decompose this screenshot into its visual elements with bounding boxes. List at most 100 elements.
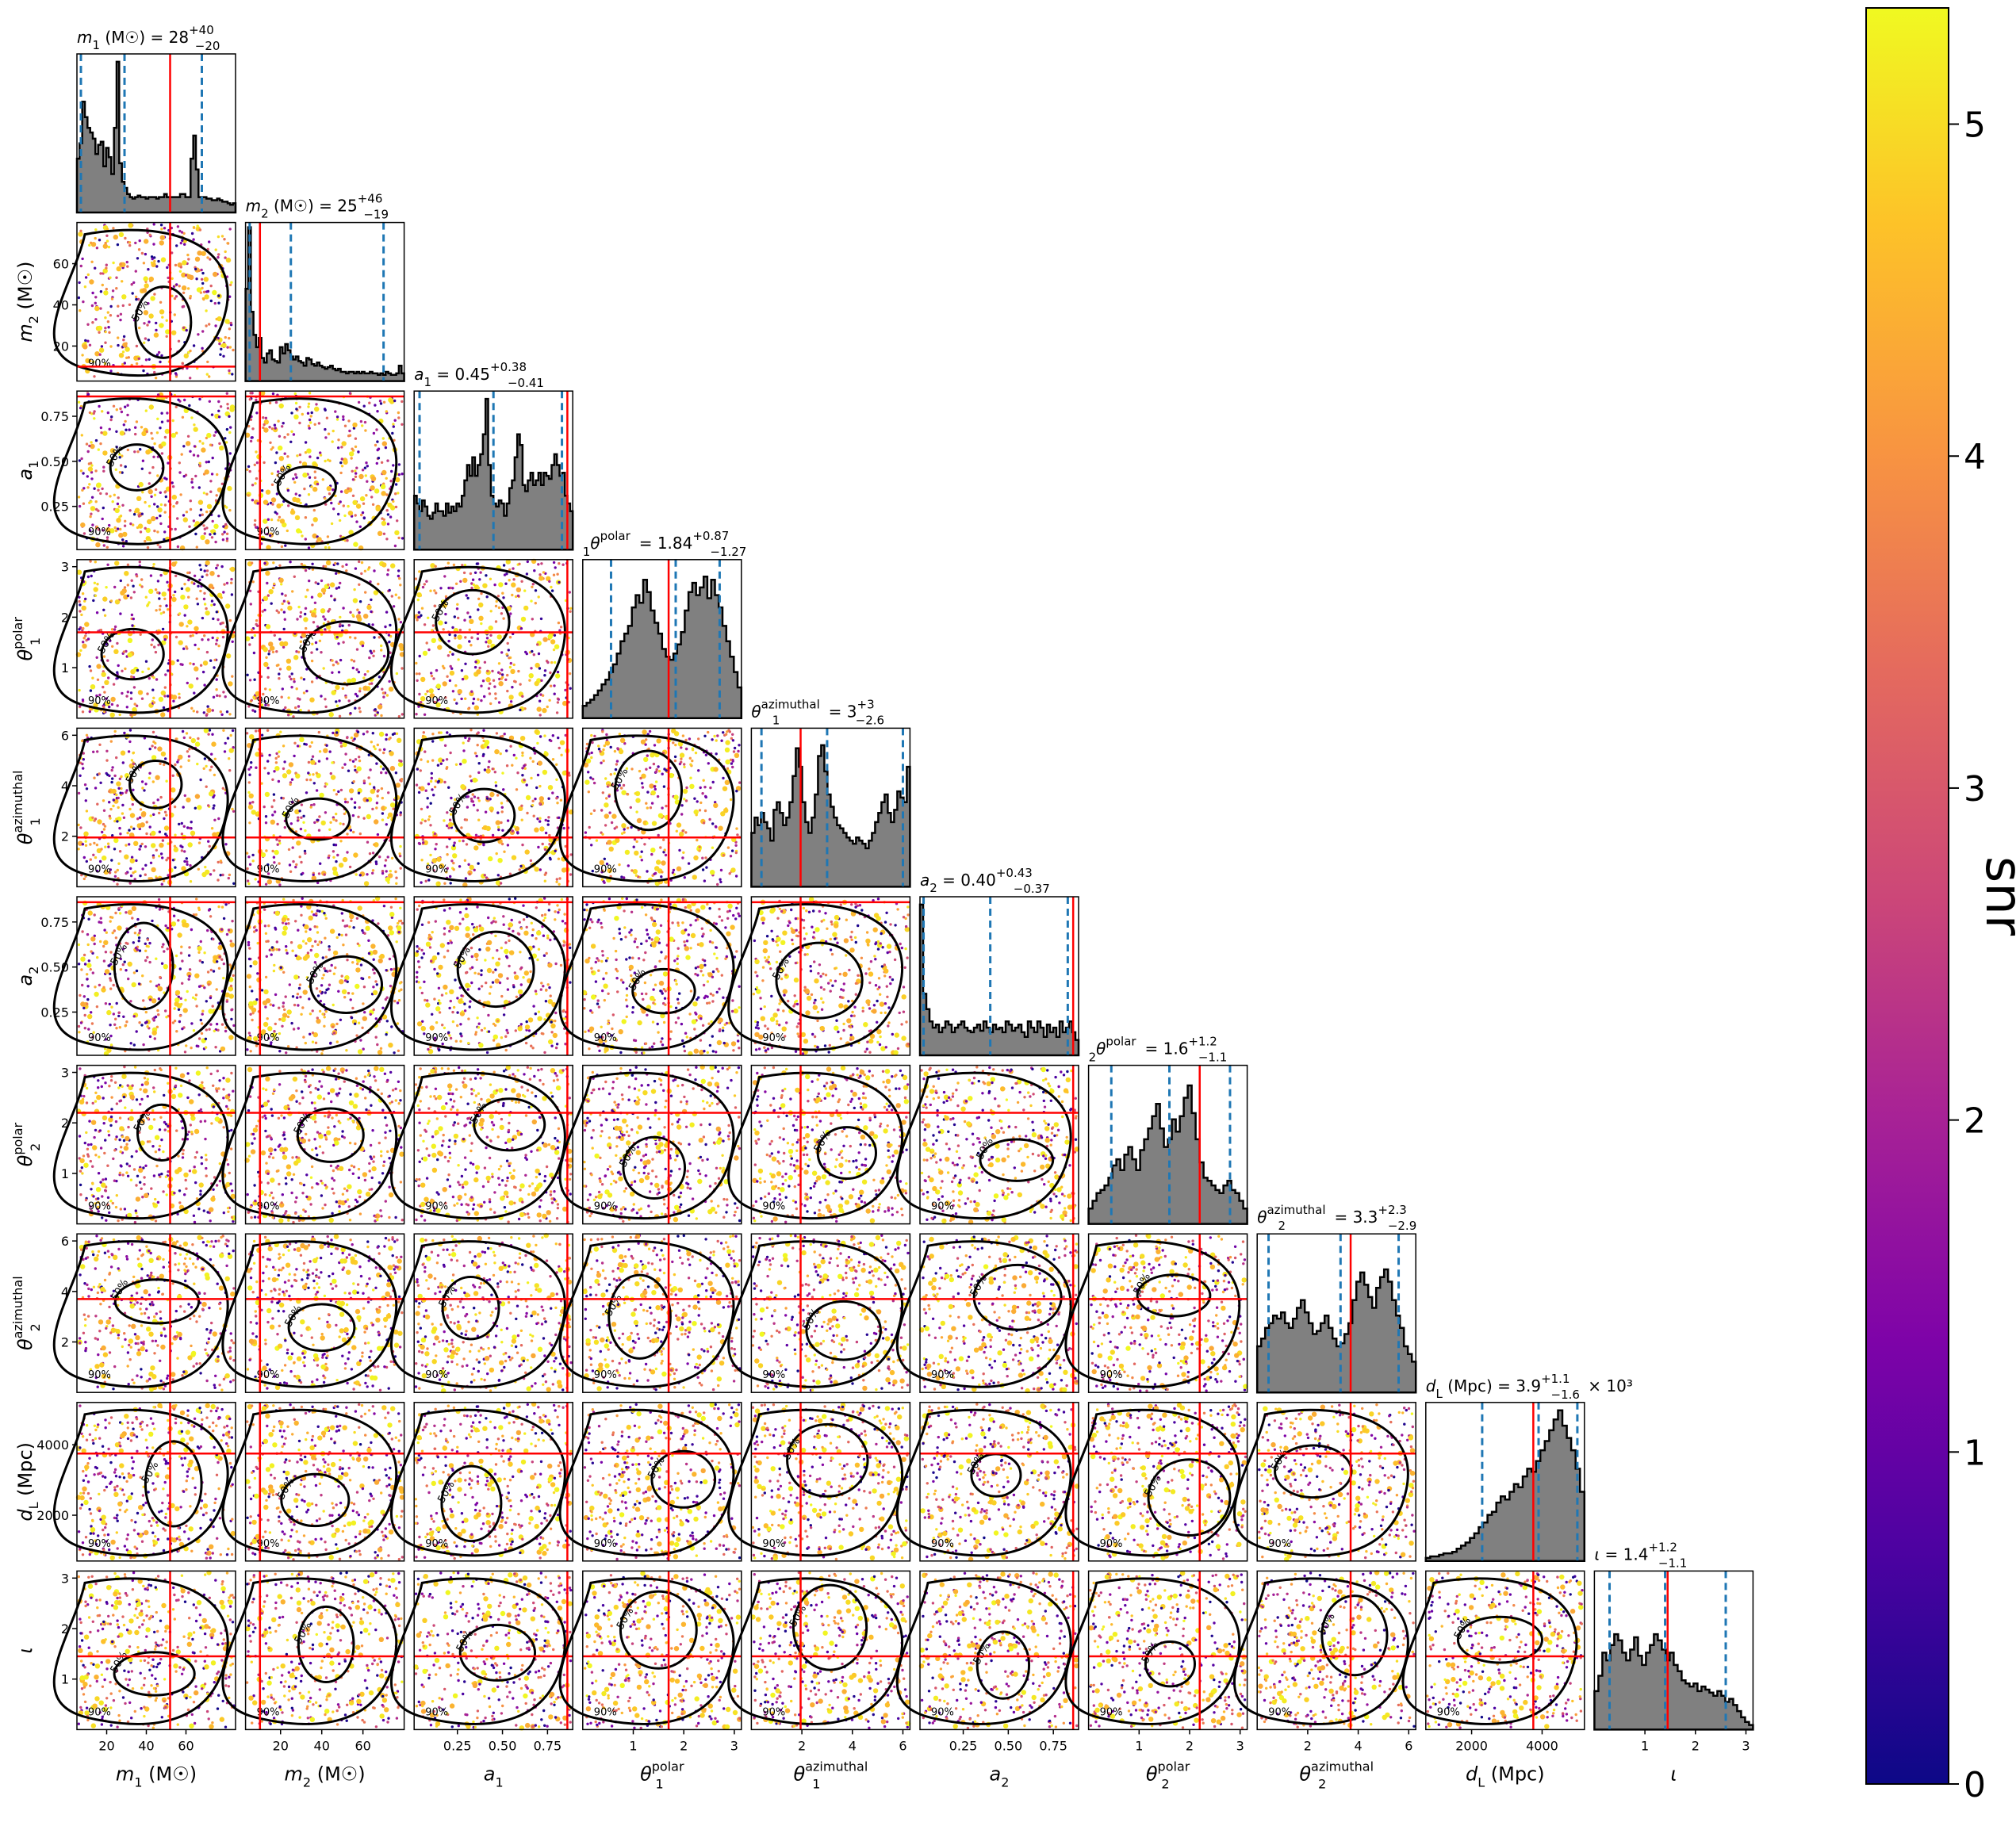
scatter-point (659, 846, 662, 849)
scatter-point (89, 669, 93, 672)
scatter-point (186, 434, 190, 438)
scatter-point (121, 761, 125, 764)
scatter-point (132, 513, 136, 516)
scatter-point (332, 507, 335, 511)
scatter-point (728, 872, 731, 875)
scatter-point (323, 873, 326, 876)
scatter-point (538, 868, 542, 871)
scatter-point (104, 845, 107, 848)
scatter-point (363, 881, 370, 886)
scatter-point (139, 448, 142, 451)
scatter-point (334, 844, 338, 847)
scatter-point (351, 447, 354, 450)
scatter-point (160, 257, 167, 262)
scatter-point (388, 873, 393, 879)
scatter-point (509, 661, 512, 665)
scatter-point (155, 957, 158, 960)
scatter-point (220, 1046, 226, 1052)
scatter-point (165, 1016, 168, 1019)
scatter-point (117, 304, 120, 308)
scatter-point (152, 740, 155, 744)
scatter-point (270, 483, 274, 486)
scatter-point (165, 859, 168, 862)
scatter-point (198, 514, 201, 517)
scatter-point (222, 917, 226, 921)
scatter-point (250, 761, 253, 764)
scatter-point (129, 522, 132, 526)
scatter-point (112, 683, 116, 686)
scatter-point (374, 404, 377, 407)
scatter-point (704, 753, 708, 756)
scatter-point (89, 359, 92, 362)
scatter-point (282, 745, 286, 748)
scatter-point (386, 816, 390, 820)
scatter-point (110, 780, 113, 784)
scatter-point (214, 499, 218, 502)
scatter-point (269, 1003, 272, 1006)
scatter-point (116, 266, 121, 272)
panel-m2-a1: 50%90% (221, 390, 405, 551)
scatter-point (121, 304, 125, 308)
scatter-point (275, 451, 278, 454)
scatter-point (467, 707, 470, 710)
scatter-point (511, 829, 514, 833)
scatter-point (373, 636, 376, 639)
scatter-point (113, 819, 117, 823)
scatter-point (95, 611, 99, 614)
y-axis-label-a2-part: 2 (26, 967, 41, 974)
scatter-point (688, 737, 692, 741)
scatter-point (267, 653, 270, 656)
scatter-point (124, 405, 127, 408)
scatter-point (190, 480, 194, 484)
scatter-point (131, 917, 134, 920)
scatter-point (486, 669, 489, 672)
scatter-point (330, 501, 333, 505)
y-axis-label-a2-part: a (14, 974, 36, 986)
scatter-point (640, 859, 643, 862)
scatter-point (217, 515, 220, 518)
scatter-point (307, 402, 311, 405)
scatter-point (601, 791, 604, 794)
scatter-point (199, 589, 202, 593)
scatter-point (135, 420, 139, 423)
scatter-point (473, 868, 476, 872)
scatter-point (198, 439, 201, 443)
scatter-point (695, 813, 698, 817)
scatter-point (324, 565, 328, 568)
scatter-point (698, 845, 701, 849)
scatter-point (593, 734, 596, 738)
scatter-point (105, 759, 109, 762)
scatter-point (385, 771, 388, 775)
scatter-point (561, 563, 565, 566)
scatter-point (316, 582, 320, 585)
scatter-point (132, 751, 136, 755)
scatter-point (448, 818, 452, 821)
scatter-point (82, 856, 86, 859)
scatter-point (370, 598, 373, 602)
scatter-point (552, 573, 556, 576)
scatter-point (268, 753, 271, 757)
scatter-point (339, 840, 343, 843)
scatter-point (538, 817, 542, 820)
scatter-point (354, 567, 358, 570)
scatter-point (133, 702, 136, 706)
scatter-point (87, 466, 94, 472)
scatter-point (550, 639, 556, 645)
y-tick-label: 20 (53, 339, 69, 354)
scatter-point (121, 350, 125, 354)
scatter-point (79, 610, 82, 613)
scatter-point (126, 584, 129, 587)
scatter-point (685, 786, 688, 790)
scatter-point (210, 599, 214, 603)
scatter-point (212, 795, 215, 799)
scatter-point (284, 594, 287, 597)
scatter-point (158, 608, 162, 611)
scatter-point (305, 689, 309, 693)
scatter-point (288, 762, 294, 768)
scatter-point (266, 1017, 269, 1020)
scatter-point (90, 512, 93, 515)
contour-90 (221, 397, 398, 546)
scatter-point (155, 678, 159, 681)
scatter-point (445, 758, 449, 761)
scatter-point (266, 703, 270, 707)
